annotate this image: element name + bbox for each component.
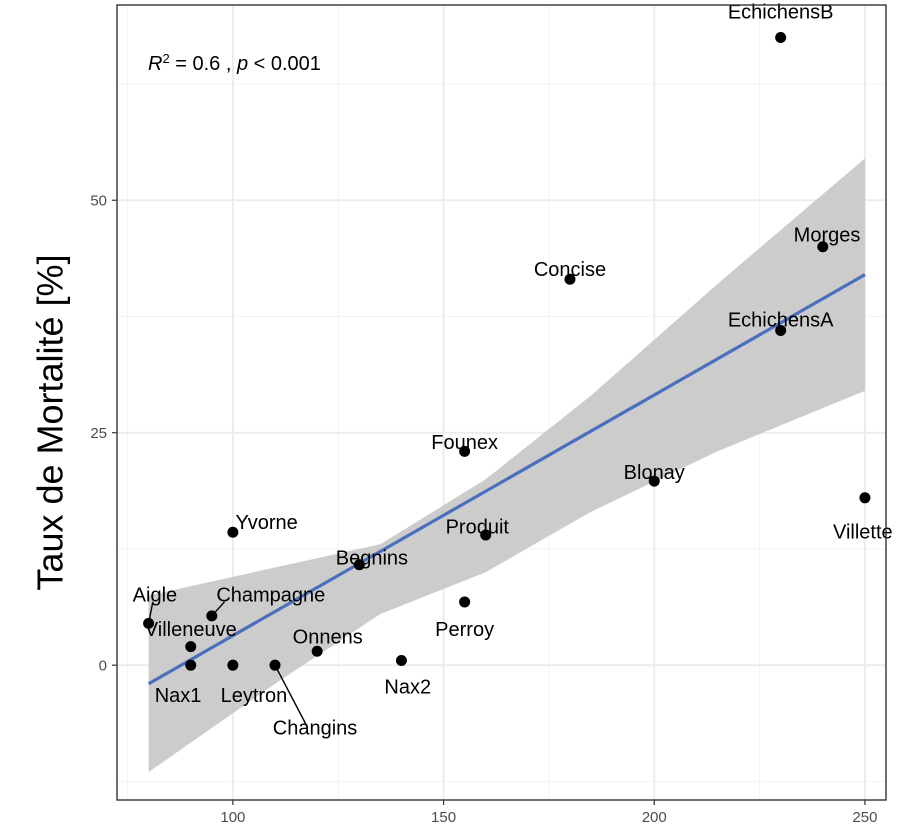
regression-line bbox=[147, 273, 866, 686]
point-label: EchichensA bbox=[728, 309, 834, 331]
r2-value: = 0.6 , bbox=[170, 53, 237, 75]
point-label: Perroy bbox=[435, 619, 494, 641]
r2-symbol: R bbox=[148, 53, 162, 75]
confidence-band-area bbox=[148, 158, 865, 773]
y-tick-label: 0 bbox=[99, 657, 107, 674]
axis-ticks: 100 150 200 250 0 25 50 bbox=[90, 193, 877, 826]
stats-annotation: R2 = 0.6 , p < 0.001 bbox=[148, 51, 321, 76]
y-tick-label: 25 bbox=[90, 425, 107, 442]
point-label: Villette bbox=[833, 521, 893, 543]
point-label: Founex bbox=[431, 432, 498, 454]
point-label: Nax1 bbox=[155, 685, 202, 707]
x-tick-label: 250 bbox=[852, 809, 877, 826]
r2-exponent: 2 bbox=[162, 51, 169, 66]
data-point bbox=[395, 655, 407, 667]
data-point bbox=[185, 659, 197, 671]
data-point bbox=[227, 659, 239, 671]
data-point bbox=[353, 559, 365, 571]
point-label: Champagne bbox=[216, 585, 325, 607]
point-label: Aigle bbox=[133, 585, 177, 607]
y-axis-title: Taux de Mortalité [%] bbox=[30, 254, 71, 590]
point-label: Onnens bbox=[293, 626, 363, 648]
regression-fit-line bbox=[147, 273, 866, 686]
data-point bbox=[185, 641, 197, 653]
point-label: Villeneuve bbox=[145, 619, 237, 641]
data-point bbox=[206, 610, 218, 622]
confidence-band bbox=[148, 158, 865, 773]
data-point bbox=[227, 526, 239, 538]
y-tick-label: 50 bbox=[90, 193, 107, 210]
point-label: EchichensB bbox=[728, 2, 834, 24]
data-point bbox=[143, 617, 155, 629]
data-point bbox=[775, 324, 787, 336]
point-label: Yvorne bbox=[235, 512, 297, 534]
data-point bbox=[775, 32, 787, 44]
p-value: < 0.001 bbox=[248, 53, 321, 75]
data-points bbox=[143, 32, 871, 671]
point-label: Changins bbox=[273, 717, 358, 739]
data-point bbox=[311, 645, 323, 657]
x-tick-label: 200 bbox=[642, 809, 667, 826]
data-point bbox=[648, 475, 660, 487]
x-tick-label: 150 bbox=[431, 809, 456, 826]
point-label: Morges bbox=[794, 225, 861, 247]
p-symbol: p bbox=[236, 53, 248, 75]
data-point bbox=[859, 492, 871, 504]
plot-border bbox=[116, 4, 887, 801]
data-point bbox=[564, 273, 576, 285]
point-label: Concise bbox=[534, 259, 606, 281]
data-point bbox=[269, 659, 281, 671]
point-labels: EchichensB Morges Concise EchichensA Founex B… bbox=[133, 2, 893, 740]
point-label: Blonay bbox=[624, 462, 685, 484]
point-label: Produit bbox=[446, 517, 510, 539]
point-label: Begnins bbox=[336, 547, 408, 569]
data-point bbox=[817, 241, 829, 253]
data-point bbox=[459, 445, 471, 457]
point-label: Leytron bbox=[221, 685, 288, 707]
data-point bbox=[480, 529, 492, 541]
point-label: Nax2 bbox=[384, 677, 431, 699]
data-point bbox=[459, 596, 471, 608]
x-tick-label: 100 bbox=[220, 809, 245, 826]
leader-line bbox=[274, 664, 308, 726]
